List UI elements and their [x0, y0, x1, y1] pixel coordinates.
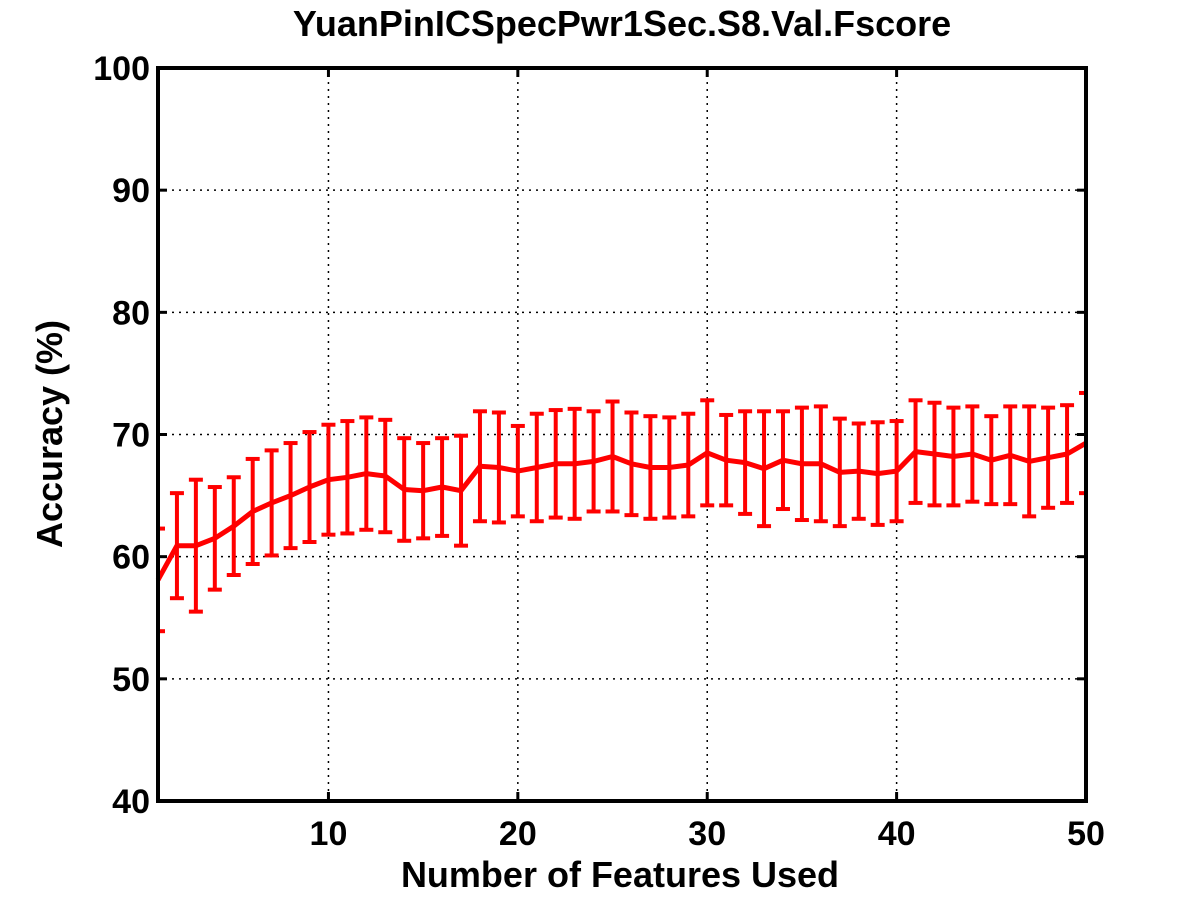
y-tick-label: 60 — [112, 539, 150, 577]
y-axis-label: Accuracy (%) — [29, 320, 70, 548]
y-tick-label: 70 — [112, 417, 150, 455]
x-tick-label: 10 — [310, 815, 348, 853]
tick-labels: 10 20 30 40 50 40 50 60 70 80 90 100 — [93, 50, 1105, 853]
y-tick-label: 40 — [112, 783, 150, 821]
x-tick-label: 30 — [688, 815, 726, 853]
y-tick-label: 50 — [112, 661, 150, 699]
x-tick-label: 40 — [878, 815, 916, 853]
x-axis-label: Number of Features Used — [401, 854, 839, 895]
series-line — [155, 440, 1088, 582]
error-bars — [156, 390, 1088, 634]
x-tick-label: 20 — [499, 815, 537, 853]
chart-title: YuanPinICSpecPwr1Sec.S8.Val.Fscore — [293, 3, 951, 44]
plot-frame — [156, 66, 1088, 803]
y-tick-label: 90 — [112, 172, 150, 210]
y-tick-label: 100 — [93, 50, 150, 88]
gridlines — [158, 68, 1086, 801]
y-tick-label: 80 — [112, 294, 150, 332]
series-line-group — [155, 440, 1088, 582]
x-tick-label: 50 — [1067, 815, 1105, 853]
